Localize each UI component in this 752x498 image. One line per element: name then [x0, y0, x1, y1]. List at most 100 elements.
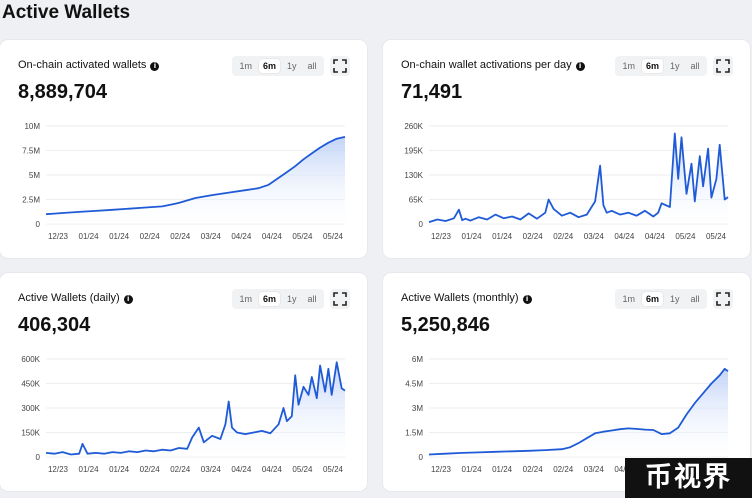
time-range-selector: 1m 6m 1y all — [615, 56, 707, 76]
x-tick-label: 03/24 — [584, 232, 605, 241]
x-tick-label: 04/24 — [614, 465, 635, 474]
card-value: 71,491 — [401, 81, 463, 103]
range-button-1m[interactable]: 1m — [239, 294, 252, 304]
series-area — [46, 136, 345, 224]
series-line — [428, 132, 729, 223]
x-tick-label: 01/24 — [79, 465, 100, 474]
x-tick-label: 12/23 — [48, 465, 69, 474]
x-tick-label: 02/24 — [553, 465, 574, 474]
series-area — [429, 133, 728, 224]
y-tick-label: 195K — [404, 147, 423, 156]
expand-icon[interactable] — [330, 56, 350, 76]
x-tick-label: 04/24 — [614, 232, 635, 241]
expand-icon[interactable] — [713, 289, 733, 309]
y-tick-label: 5M — [29, 171, 40, 180]
x-tick-label: 01/24 — [79, 232, 100, 241]
x-tick-label: 05/24 — [323, 232, 344, 241]
range-button-6m[interactable]: 6m — [641, 292, 663, 306]
card-title-text: On-chain wallet activations per day — [401, 59, 572, 71]
card-title: Active Wallets (daily) i — [18, 292, 133, 304]
x-tick-label: 12/23 — [431, 465, 452, 474]
x-tick-label: 02/24 — [553, 232, 574, 241]
x-tick-label: 02/24 — [140, 465, 161, 474]
x-tick-label: 05/24 — [292, 232, 313, 241]
chart-card-active-wallets-monthly: Active Wallets (monthly) i 5,250,846 1m 6m 1y… — [383, 273, 750, 491]
y-tick-label: 65K — [409, 196, 424, 205]
x-tick-label: 02/24 — [523, 465, 544, 474]
y-tick-label: 3M — [412, 404, 423, 413]
expand-icon[interactable] — [330, 289, 350, 309]
range-button-6m[interactable]: 6m — [258, 59, 280, 73]
x-tick-label: 03/24 — [584, 465, 605, 474]
series-line — [428, 367, 729, 456]
range-button-1m[interactable]: 1m — [622, 61, 635, 71]
info-icon[interactable]: i — [522, 295, 532, 304]
y-tick-label: 600K — [21, 355, 40, 364]
card-title-text: On-chain activated wallets — [18, 59, 147, 71]
x-tick-label: 05/24 — [706, 232, 727, 241]
y-tick-label: 0 — [36, 220, 41, 229]
x-tick-label: 04/24 — [262, 465, 283, 474]
x-tick-label: 04/24 — [231, 465, 252, 474]
y-tick-label: 6M — [412, 355, 423, 364]
area-chart: 0 65K 130K 195K 260K 12/23 01/24 01/24 02/24 02/2… — [404, 122, 729, 241]
x-tick-label: 04/24 — [645, 232, 666, 241]
x-tick-label: 01/24 — [462, 465, 483, 474]
series-area — [429, 368, 728, 457]
x-tick-label: 04/24 — [231, 232, 252, 241]
x-tick-label: 01/24 — [492, 232, 513, 241]
range-button-6m[interactable]: 6m — [258, 292, 280, 306]
x-tick-label: 02/24 — [523, 232, 544, 241]
watermark-logo: 币视界 — [625, 458, 752, 498]
card-title-text: Active Wallets (daily) — [18, 292, 120, 304]
x-tick-label: 01/24 — [109, 232, 130, 241]
y-tick-label: 150K — [21, 429, 40, 438]
x-tick-label: 03/24 — [201, 232, 222, 241]
chart-card-activated-wallets: On-chain activated wallets i 8,889,704 1m 6m… — [0, 40, 367, 258]
range-button-all[interactable]: all — [690, 61, 700, 71]
area-chart: 0 2.5M 5M 7.5M 10M 12/23 01/24 01/24 02/24 02/24 0… — [22, 122, 346, 241]
y-tick-label: 260K — [404, 122, 423, 131]
range-button-1y[interactable]: 1y — [669, 294, 680, 304]
x-tick-label: 05/24 — [292, 465, 313, 474]
time-range-selector: 1m 6m 1y all — [232, 289, 324, 309]
range-button-6m[interactable]: 6m — [641, 59, 663, 73]
expand-icon[interactable] — [713, 56, 733, 76]
range-button-1y[interactable]: 1y — [669, 61, 680, 71]
card-title: Active Wallets (monthly) i — [401, 292, 532, 304]
card-title: On-chain wallet activations per day i — [401, 59, 585, 71]
range-button-1m[interactable]: 1m — [622, 294, 635, 304]
x-tick-label: 01/24 — [109, 465, 130, 474]
x-tick-label: 01/24 — [492, 465, 513, 474]
range-button-all[interactable]: all — [307, 61, 317, 71]
x-tick-label: 02/24 — [140, 232, 161, 241]
range-button-all[interactable]: all — [690, 294, 700, 304]
y-tick-label: 2.5M — [22, 196, 40, 205]
card-title: On-chain activated wallets i — [18, 59, 160, 71]
x-tick-label: 05/24 — [675, 232, 696, 241]
range-button-all[interactable]: all — [307, 294, 317, 304]
y-tick-label: 7.5M — [22, 147, 40, 156]
range-button-1y[interactable]: 1y — [286, 61, 297, 71]
info-icon[interactable]: i — [123, 295, 133, 304]
info-icon[interactable]: i — [150, 62, 160, 71]
series-line — [45, 136, 346, 216]
x-tick-label: 02/24 — [170, 465, 191, 474]
y-tick-label: 130K — [404, 171, 423, 180]
x-tick-label: 12/23 — [431, 232, 452, 241]
series-area — [46, 362, 345, 457]
time-range-selector: 1m 6m 1y all — [232, 56, 324, 76]
range-button-1m[interactable]: 1m — [239, 61, 252, 71]
range-button-1y[interactable]: 1y — [286, 294, 297, 304]
area-chart: 0 150K 300K 450K 600K 12/23 01/24 01/24 02/24 02/… — [21, 355, 346, 474]
card-value: 406,304 — [18, 314, 91, 336]
chart-card-activations-per-day: On-chain wallet activations per day i 71,4… — [383, 40, 750, 258]
series-line — [45, 361, 346, 456]
y-tick-label: 0 — [419, 220, 424, 229]
y-tick-label: 10M — [24, 122, 40, 131]
info-icon[interactable]: i — [575, 62, 585, 71]
card-value: 8,889,704 — [18, 81, 107, 103]
card-value: 5,250,846 — [401, 314, 490, 336]
y-tick-label: 0 — [419, 453, 424, 462]
chart-card-active-wallets-daily: Active Wallets (daily) i 406,304 1m 6m 1y all 0… — [0, 273, 367, 491]
